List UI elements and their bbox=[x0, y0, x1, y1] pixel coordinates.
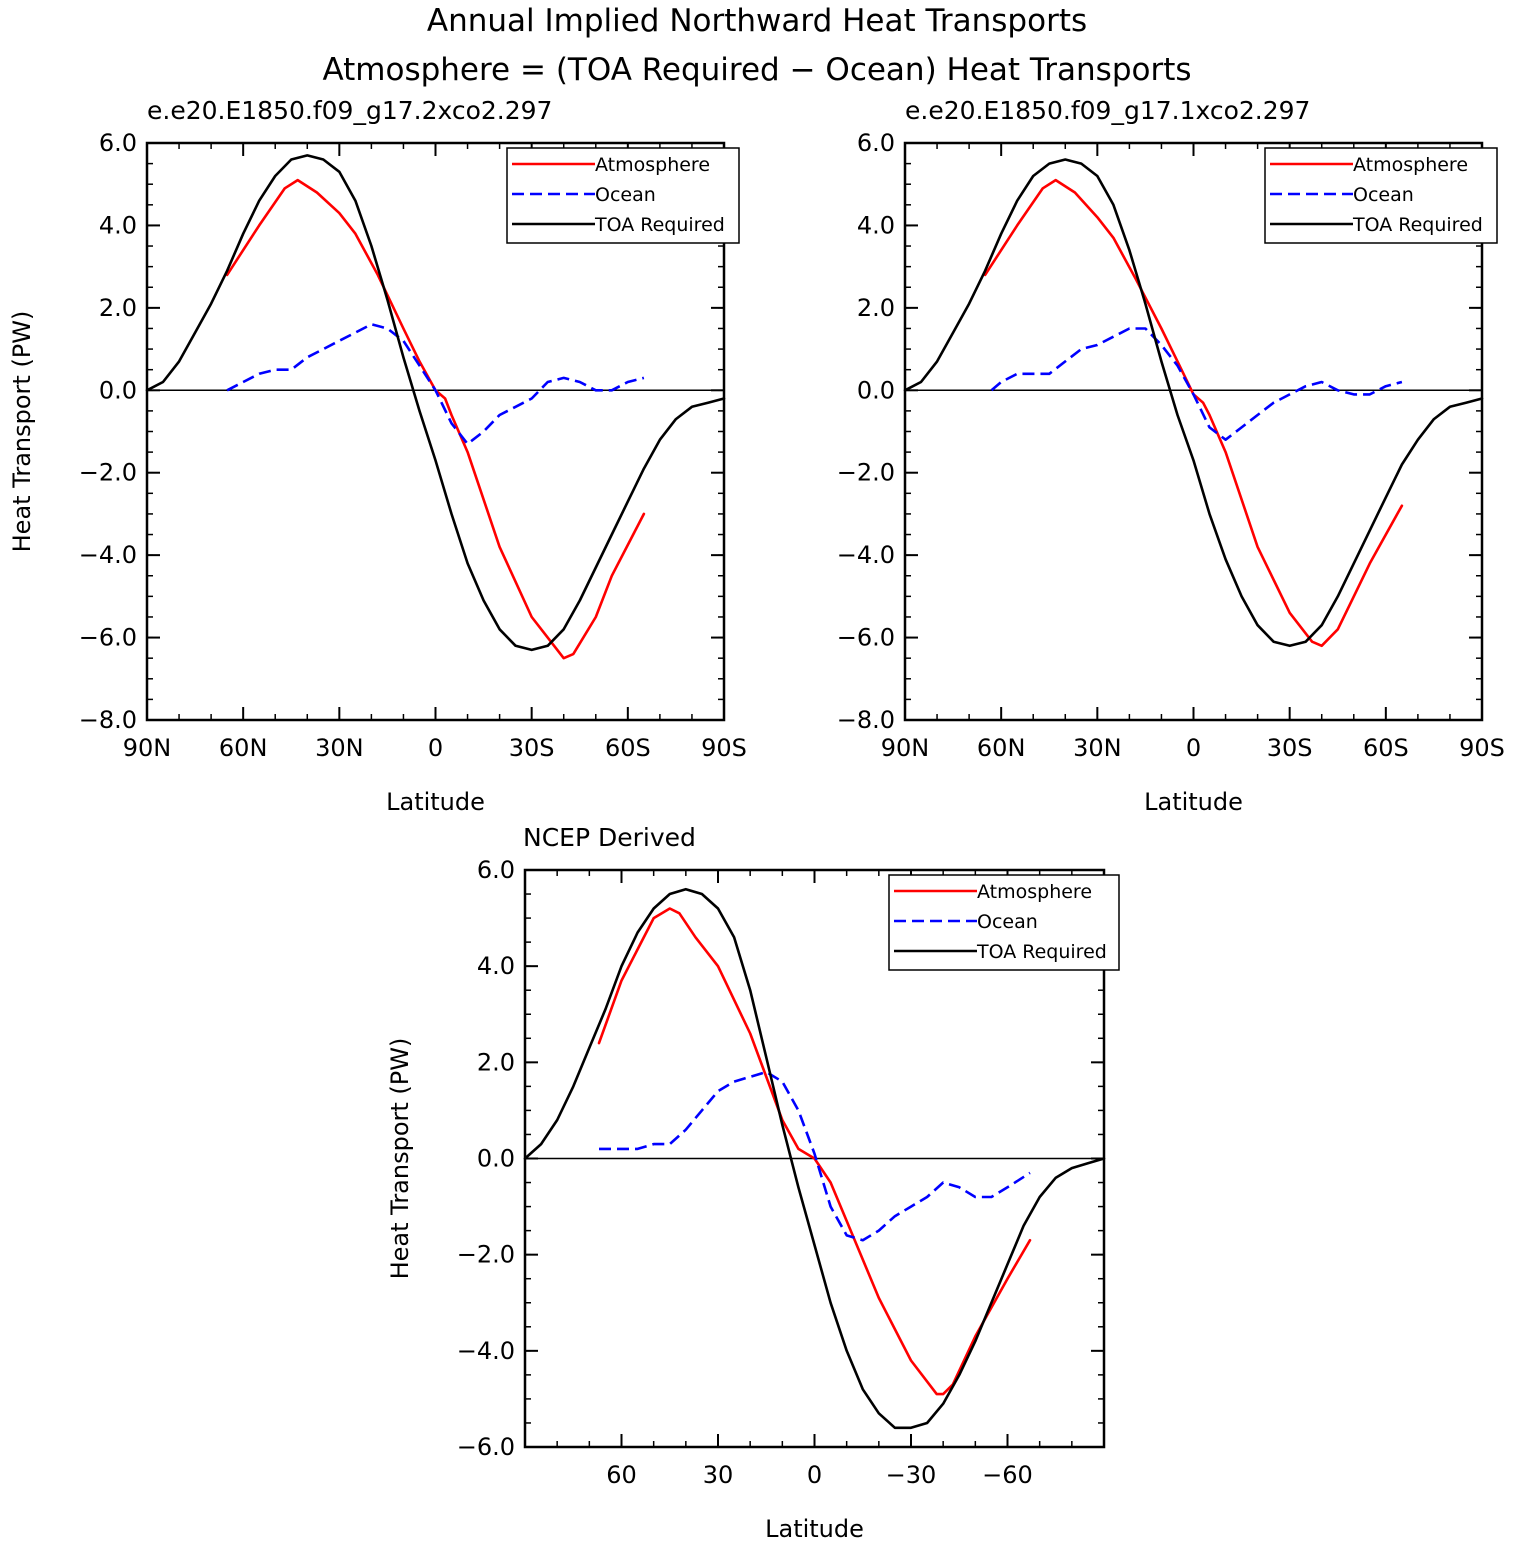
series-line-toa-required bbox=[903, 158, 1484, 648]
legend-label: Atmosphere bbox=[1353, 154, 1468, 176]
chart-panel-2xco2: e.e20.E1850.f09_g17.2xco2.297 6.0 4.0 2.0 0.… bbox=[8, 96, 747, 816]
x-tick-label: 30N bbox=[1073, 734, 1122, 762]
y-tick-label: −6.0 bbox=[837, 624, 895, 652]
y-tick-label: −8.0 bbox=[837, 706, 895, 734]
legend-label: Ocean bbox=[595, 184, 656, 206]
x-tick-label: 0 bbox=[428, 734, 443, 762]
series-line-ocean bbox=[990, 327, 1403, 442]
legend: Atmosphere Ocean TOA Required bbox=[506, 147, 740, 244]
y-tick-label: 6.0 bbox=[857, 129, 895, 157]
y-tick-label: 0.0 bbox=[477, 1145, 515, 1173]
plot-frame bbox=[903, 141, 1484, 722]
legend-label: Atmosphere bbox=[595, 154, 710, 176]
x-tick-label: 90N bbox=[123, 734, 172, 762]
y-tick-label: −4.0 bbox=[457, 1337, 515, 1365]
x-axis-label: Latitude bbox=[1144, 788, 1243, 816]
x-tick-label: 30S bbox=[509, 734, 555, 762]
legend-label: TOA Required bbox=[976, 941, 1107, 963]
x-tick-label: 60S bbox=[605, 734, 651, 762]
y-tick-label: −6.0 bbox=[79, 624, 137, 652]
x-tick-label: 30 bbox=[703, 1461, 734, 1489]
legend: Atmosphere Ocean TOA Required bbox=[888, 874, 1120, 971]
y-tick-label: −2.0 bbox=[457, 1241, 515, 1269]
y-tick-label: 0.0 bbox=[99, 376, 137, 404]
y-tick-label: −8.0 bbox=[79, 706, 137, 734]
y-tick-label: 6.0 bbox=[99, 129, 137, 157]
series-line-toa-required bbox=[523, 887, 1106, 1430]
panel-title: e.e20.E1850.f09_g17.1xco2.297 bbox=[905, 96, 1310, 125]
y-tick-label: 2.0 bbox=[99, 294, 137, 322]
series-line-atmosphere bbox=[225, 178, 646, 660]
legend: Atmosphere Ocean TOA Required bbox=[1264, 147, 1498, 244]
series-line-ocean bbox=[226, 322, 645, 446]
x-tick-label: 60N bbox=[977, 734, 1026, 762]
legend-label: Ocean bbox=[977, 911, 1038, 933]
x-tick-label: 90S bbox=[701, 734, 747, 762]
chart-panel-ncep: NCEP Derived 6.0 4.0 2.0 0.0 −2.0 −4.0 −6.0 60 30… bbox=[386, 823, 1120, 1543]
y-axis-label: Heat Transport (PW) bbox=[386, 1038, 414, 1280]
x-tick-label: 60N bbox=[219, 734, 268, 762]
y-axis-label: Heat Transport (PW) bbox=[8, 311, 36, 553]
x-tick-label: 30S bbox=[1267, 734, 1313, 762]
x-tick-label: 60 bbox=[606, 1461, 637, 1489]
series-line-atmosphere bbox=[597, 907, 1032, 1396]
x-tick-label: 30N bbox=[315, 734, 364, 762]
y-tick-label: −2.0 bbox=[79, 459, 137, 487]
y-tick-label: −6.0 bbox=[457, 1433, 515, 1461]
y-tick-label: 4.0 bbox=[99, 211, 137, 239]
series-line-atmosphere bbox=[983, 178, 1404, 648]
panel-title: NCEP Derived bbox=[523, 823, 696, 852]
x-tick-label: −30 bbox=[886, 1461, 937, 1489]
legend-label: TOA Required bbox=[594, 214, 725, 236]
y-tick-label: 2.0 bbox=[477, 1048, 515, 1076]
y-tick-label: 4.0 bbox=[857, 211, 895, 239]
figure-title-line1: Annual Implied Northward Heat Transports bbox=[427, 3, 1087, 39]
panel-title: e.e20.E1850.f09_g17.2xco2.297 bbox=[147, 96, 552, 125]
y-tick-label: 4.0 bbox=[477, 952, 515, 980]
chart-panel-1xco2: e.e20.E1850.f09_g17.1xco2.297 6.0 4.0 2.0 0.… bbox=[837, 96, 1505, 816]
plot-frame bbox=[523, 868, 1106, 1449]
figure-title-line2: Atmosphere = (TOA Required − Ocean) Heat… bbox=[322, 52, 1191, 88]
legend-label: TOA Required bbox=[1352, 214, 1483, 236]
x-tick-label: 0 bbox=[1186, 734, 1201, 762]
y-tick-label: 2.0 bbox=[857, 294, 895, 322]
y-tick-label: −4.0 bbox=[79, 541, 137, 569]
x-tick-label: 0 bbox=[807, 1461, 822, 1489]
x-tick-label: 90S bbox=[1459, 734, 1505, 762]
x-tick-label: −60 bbox=[982, 1461, 1033, 1489]
y-tick-label: −4.0 bbox=[837, 541, 895, 569]
plot-frame bbox=[145, 141, 726, 722]
series-line-toa-required bbox=[145, 154, 726, 652]
series-line-ocean bbox=[599, 1070, 1031, 1242]
x-tick-label: 60S bbox=[1363, 734, 1409, 762]
x-axis-label: Latitude bbox=[386, 788, 485, 816]
y-tick-label: −2.0 bbox=[837, 459, 895, 487]
legend-label: Atmosphere bbox=[977, 881, 1092, 903]
legend-label: Ocean bbox=[1353, 184, 1414, 206]
x-axis-label: Latitude bbox=[765, 1515, 864, 1543]
x-tick-label: 90N bbox=[881, 734, 930, 762]
y-tick-label: 0.0 bbox=[857, 376, 895, 404]
y-tick-label: 6.0 bbox=[477, 856, 515, 884]
